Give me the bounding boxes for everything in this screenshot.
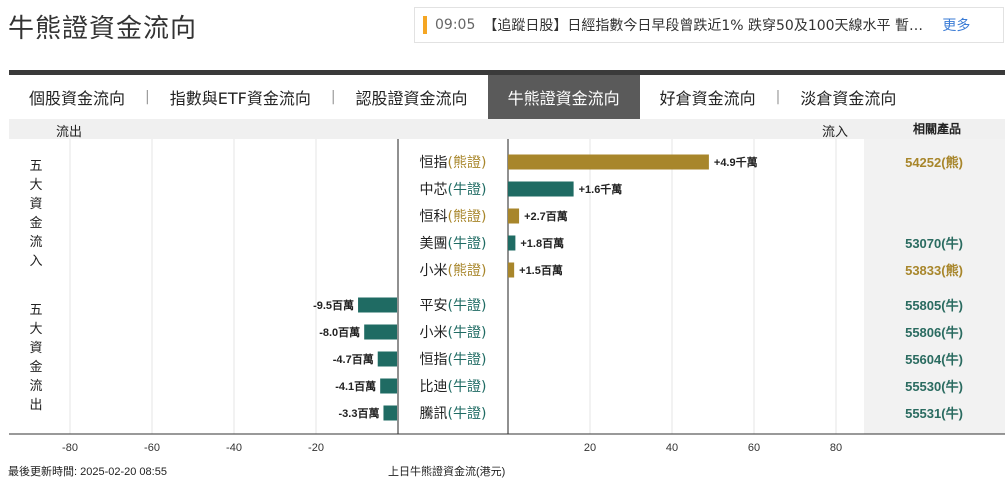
ticker-more-link[interactable]: 更多: [942, 18, 971, 34]
related-product-code: 55531(牛): [905, 406, 963, 421]
underlying-label: 恒指(牛證): [420, 351, 487, 368]
flow-value-label: +1.5百萬: [519, 263, 563, 277]
related-product-code: 53833(熊): [905, 263, 963, 278]
table-header: 流出 流入 相關產品: [9, 119, 1005, 140]
tab-long-flow[interactable]: 好倉資金流向: [659, 89, 756, 108]
underlying-label: 比迪(牛證): [420, 378, 487, 395]
related-product-code: 55604(牛): [905, 352, 963, 367]
related-products-header: 相關產品: [912, 122, 961, 136]
flow-value-label: -8.0百萬: [319, 325, 360, 339]
related-product-code: 54252(熊): [905, 155, 963, 170]
underlying-label: 美團(牛證): [420, 235, 487, 252]
tab-separator: |: [145, 89, 150, 105]
underlying-label: 小米(熊證): [420, 262, 487, 279]
flow-bar: [383, 405, 397, 421]
top5-outflow-label: 五大資金流出: [29, 303, 43, 413]
page-title: 牛熊證資金流向: [8, 14, 198, 44]
related-product-code: 55806(牛): [905, 325, 963, 340]
flow-value-label: +1.8百萬: [520, 236, 564, 250]
tab-separator: |: [775, 89, 781, 105]
underlying-label: 小米(牛證): [420, 324, 487, 341]
flow-value-label: -3.3百萬: [339, 406, 380, 420]
flow-bar: [508, 262, 515, 278]
last-updated-time: 最後更新時間: 2025-02-20 08:55: [8, 466, 167, 478]
outflow-header: 流出: [56, 125, 83, 140]
flow-bar: [364, 324, 397, 340]
flow-bar: [358, 297, 397, 313]
tab-stock-flow[interactable]: 個股資金流向: [29, 89, 126, 108]
x-tick-label: 80: [830, 442, 842, 454]
flow-value-label: -4.1百萬: [335, 379, 376, 393]
related-product-code: 55805(牛): [905, 298, 963, 313]
ticker-accent-bar: [423, 16, 427, 34]
x-tick-label: -40: [226, 442, 242, 454]
flow-bar: [380, 378, 397, 394]
news-ticker[interactable]: 09:05 【追蹤日股】日經指數今日早段曾跌近1% 跌穿50及100天線水平 暫…: [414, 7, 1004, 43]
x-tick-label: -20: [308, 442, 324, 454]
tabs-top-rule: [9, 70, 1005, 75]
flow-value-label: +2.7百萬: [524, 209, 568, 223]
x-tick-label: 60: [748, 442, 760, 454]
underlying-label: 平安(牛證): [420, 297, 487, 314]
top5-inflow-label: 五大資金流入: [29, 159, 43, 269]
category-tabs: 個股資金流向 | 指數與ETF資金流向 | 認股證資金流向 牛熊證資金流向 好倉…: [9, 75, 1005, 119]
flow-bar: [377, 351, 397, 367]
tab-cbbc-flow[interactable]: 牛熊證資金流向: [487, 75, 640, 119]
flow-bar: [508, 235, 516, 251]
x-tick-label: -60: [144, 442, 160, 454]
ticker-headline[interactable]: 【追蹤日股】日經指數今日早段曾跌近1% 跌穿50及100天線水平 暫…: [483, 18, 924, 34]
flow-value-label: +4.9千萬: [714, 155, 758, 169]
x-tick-label: -80: [62, 442, 78, 454]
flow-value-label: -4.7百萬: [333, 352, 374, 366]
flow-bar: [508, 181, 574, 197]
related-product-code: 53070(牛): [905, 236, 963, 251]
tab-warrant-flow[interactable]: 認股證資金流向: [355, 89, 468, 108]
flow-bar: [508, 208, 520, 224]
related-product-code: 55530(牛): [905, 379, 963, 394]
tab-separator: |: [330, 89, 336, 105]
chart-caption: 上日牛熊證資金流(港元): [388, 466, 506, 478]
tab-short-flow[interactable]: 淡倉資金流向: [800, 89, 897, 108]
ticker-time: 09:05: [435, 17, 476, 33]
underlying-label: 恒科(熊證): [420, 208, 487, 225]
related-products-column: [864, 139, 1005, 434]
flow-bar: [508, 154, 709, 170]
underlying-label: 中芯(牛證): [420, 181, 487, 198]
x-tick-label: 20: [584, 442, 596, 454]
flow-value-label: +1.6千萬: [579, 182, 623, 196]
inflow-header: 流入: [822, 125, 849, 140]
x-tick-label: 40: [666, 442, 678, 454]
flow-value-label: -9.5百萬: [313, 298, 354, 312]
tab-index-etf-flow[interactable]: 指數與ETF資金流向: [169, 89, 311, 108]
underlying-label: 恒指(熊證): [420, 154, 487, 171]
underlying-label: 騰訊(牛證): [420, 405, 487, 422]
